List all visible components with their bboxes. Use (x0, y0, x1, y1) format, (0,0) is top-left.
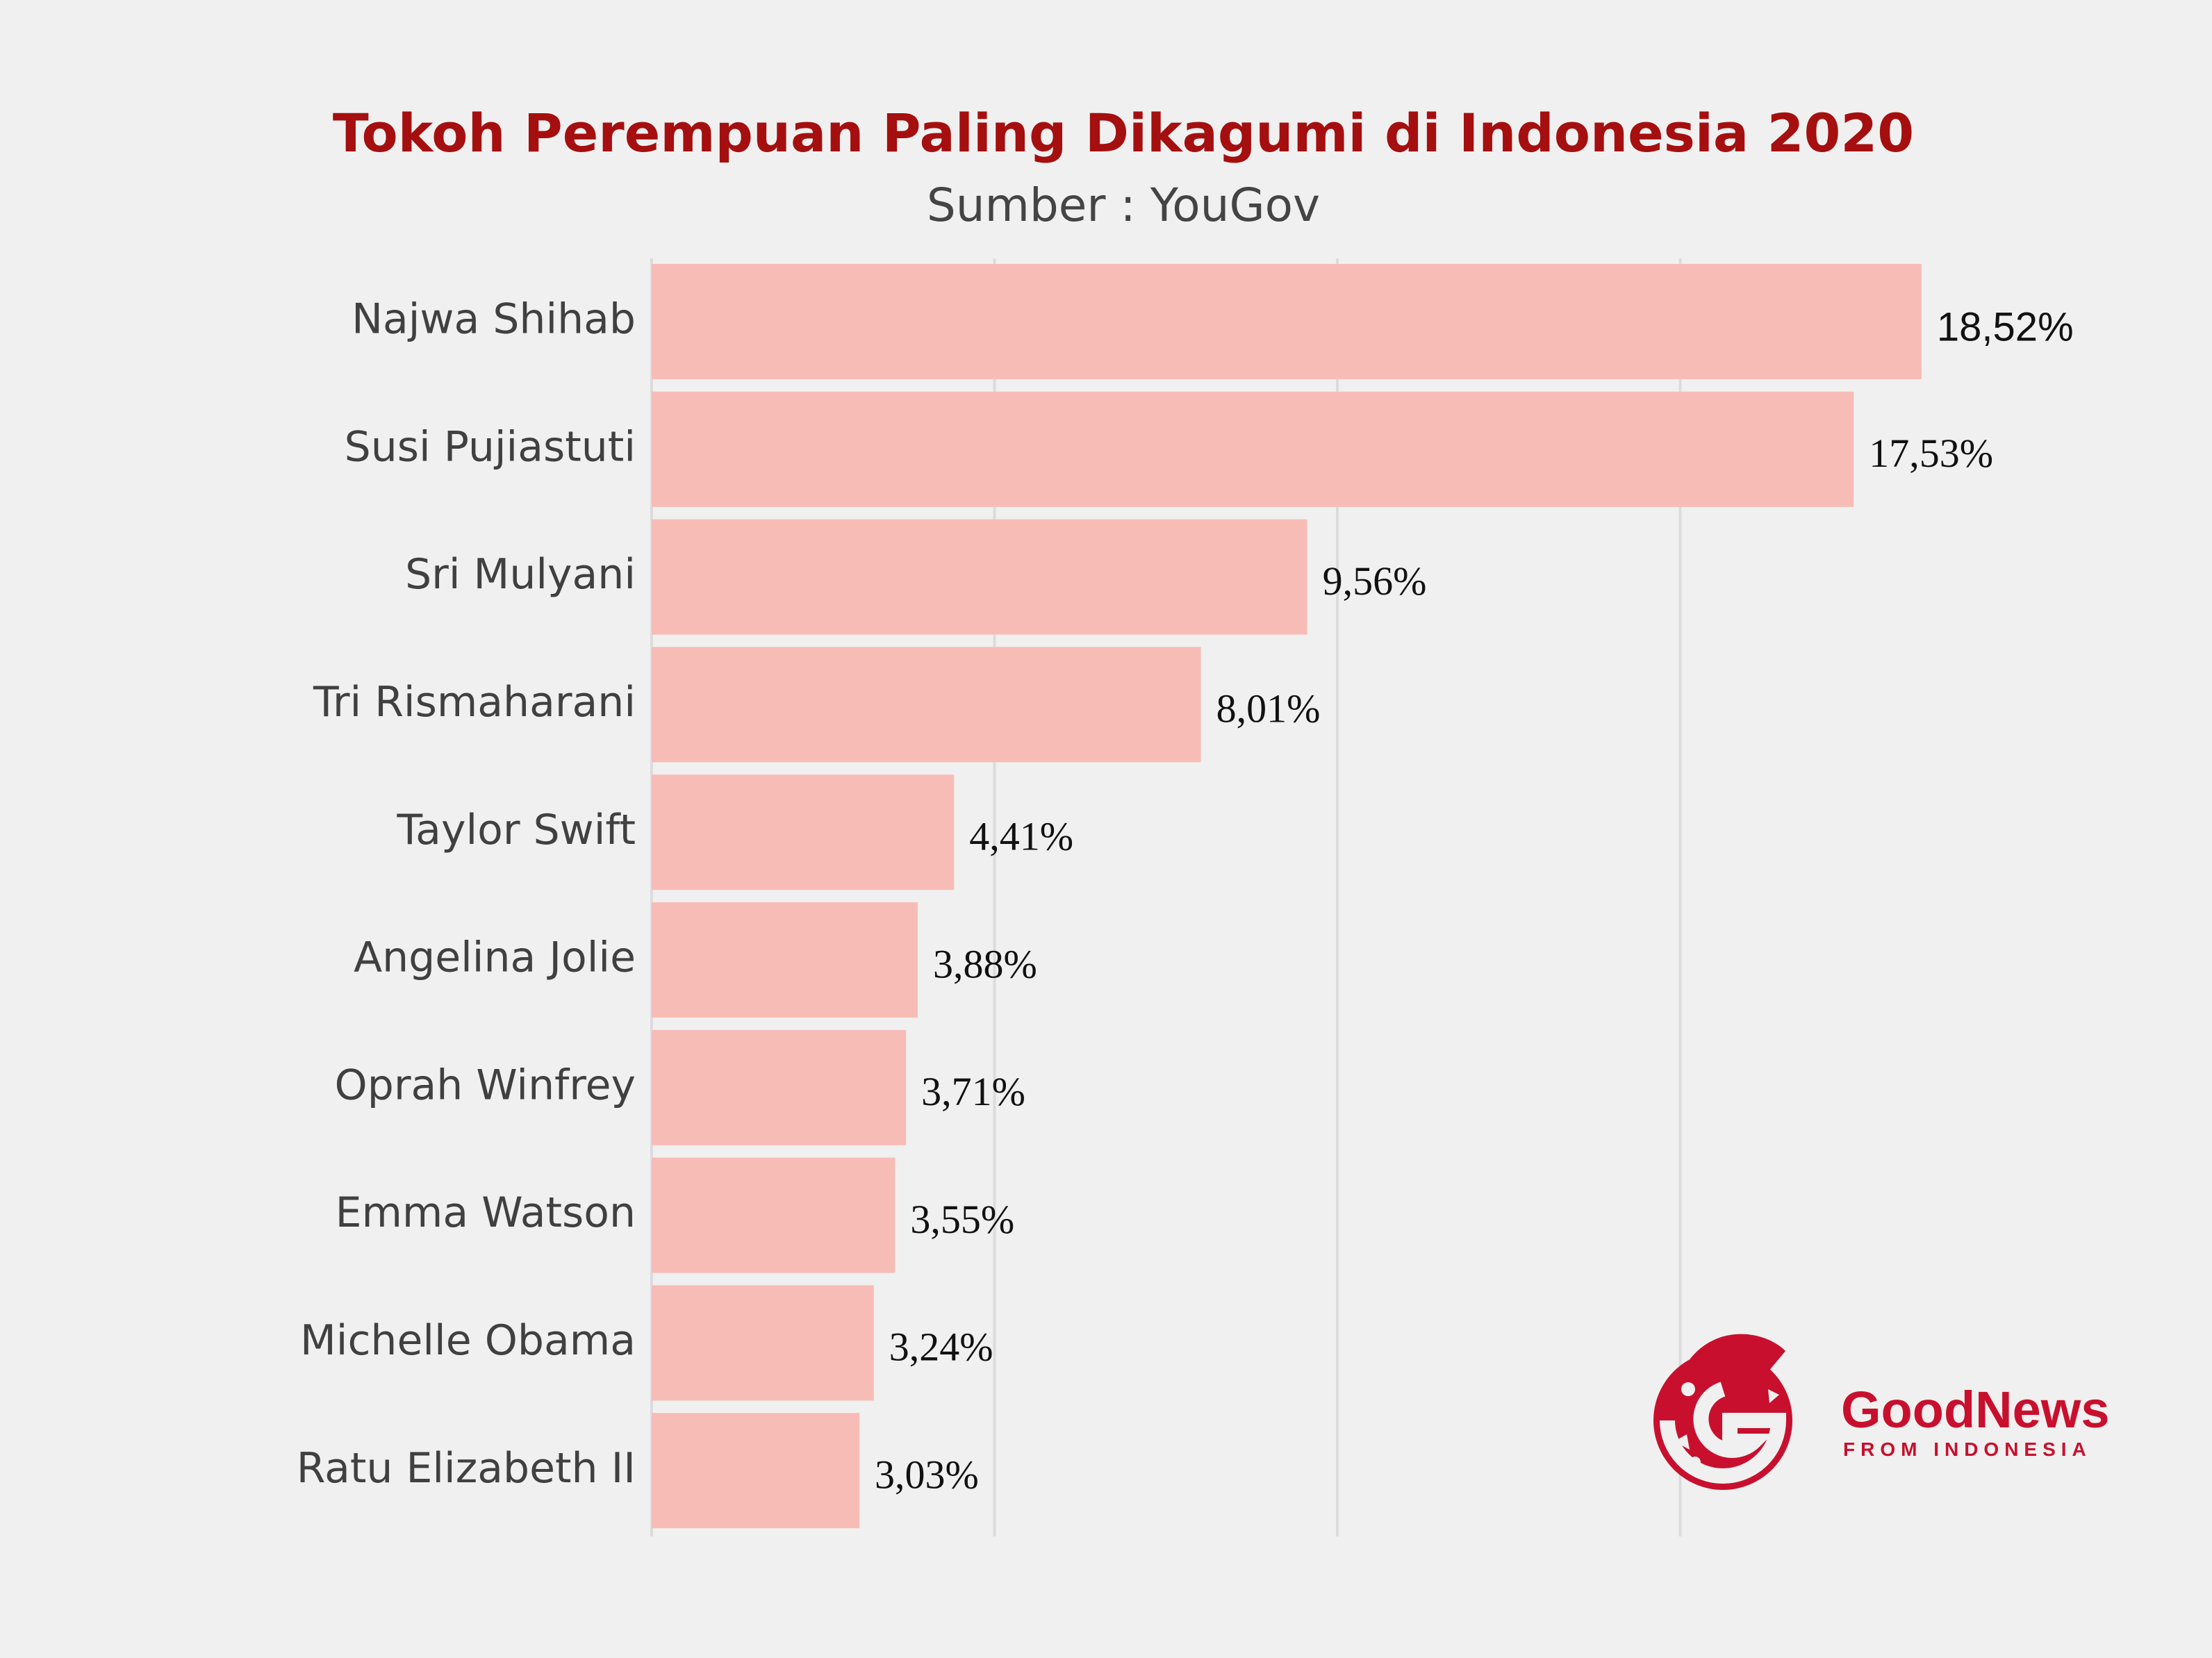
category-label: Tri Rismaharani (313, 678, 636, 727)
data-label: 3,88% (933, 941, 1037, 986)
bar (652, 264, 1922, 379)
data-label: 8,01% (1216, 686, 1321, 731)
data-label: 18,52% (1937, 304, 2074, 349)
data-label: 3,24% (889, 1325, 993, 1370)
data-label: 3,55% (910, 1197, 1014, 1242)
bar (652, 1413, 860, 1529)
data-label: 17,53% (1869, 431, 1993, 476)
bar (652, 1157, 895, 1273)
category-label: Ratu Elizabeth II (297, 1444, 636, 1493)
category-label: Emma Watson (336, 1188, 636, 1237)
data-label: 3,71% (921, 1069, 1025, 1114)
category-label: Angelina Jolie (354, 934, 636, 982)
category-label: Najwa Shihab (352, 295, 636, 344)
category-label: Sri Mulyani (405, 550, 636, 599)
data-label: 4,41% (969, 814, 1073, 859)
bar (652, 774, 955, 890)
bar (652, 647, 1201, 763)
category-label: Oprah Winfrey (335, 1061, 636, 1109)
bar (652, 519, 1307, 635)
bars (652, 264, 1922, 1529)
logo-wordmark: GoodNews (1841, 1381, 2109, 1439)
data-label: 9,56% (1323, 558, 1427, 604)
category-labels: Najwa Shihab Susi Pujiastuti Sri Mulyani Tr… (297, 295, 636, 1493)
value-labels: 18,52% 17,53% 9,56% 8,01% 4,41% 3,88% 3,71% 3,5… (875, 304, 2074, 1497)
chart-subtitle: Sumber : YouGov (927, 179, 1320, 232)
bar (652, 1285, 874, 1401)
category-label: Michelle Obama (300, 1316, 636, 1365)
chart-title: Tokoh Perempuan Paling Dikagumi di Indon… (333, 102, 1914, 164)
bar (652, 1029, 907, 1145)
bar (652, 902, 918, 1018)
bar (652, 391, 1854, 507)
category-label: Susi Pujiastuti (345, 422, 636, 471)
data-label: 3,03% (875, 1452, 979, 1498)
category-label: Taylor Swift (396, 806, 636, 854)
goodnews-logo: GoodNews FROM INDONESIA (1653, 1334, 2109, 1490)
goodnews-logo-icon (1653, 1334, 1792, 1490)
logo-tagline: FROM INDONESIA (1843, 1439, 2092, 1460)
